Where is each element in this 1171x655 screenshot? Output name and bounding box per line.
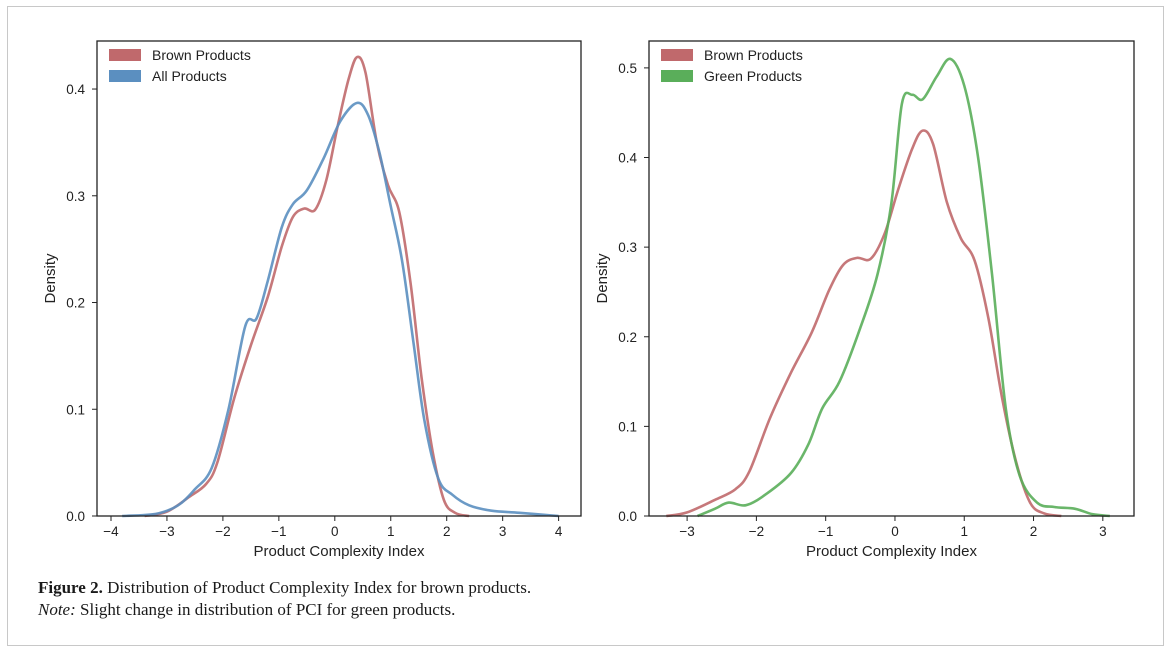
y-tick-label: 0.3 xyxy=(66,189,85,204)
y-tick-label: 0.2 xyxy=(618,330,637,345)
y-tick-label: 0.5 xyxy=(618,61,637,76)
x-tick-label: 3 xyxy=(499,524,507,539)
x-tick-label: 1 xyxy=(960,524,968,539)
legend-label: Green Products xyxy=(704,68,802,84)
x-tick-label: −2 xyxy=(749,524,764,539)
legend-label: Brown Products xyxy=(152,47,251,63)
y-tick-label: 0.0 xyxy=(66,509,85,524)
caption-line-1: Figure 2. Distribution of Product Comple… xyxy=(38,577,1138,599)
note-label: Note: xyxy=(38,600,76,619)
x-tick-label: −4 xyxy=(103,524,119,539)
x-tick-label: 0 xyxy=(891,524,899,539)
y-tick-label: 0.4 xyxy=(618,151,637,166)
x-tick-label: 0 xyxy=(331,524,339,539)
legend-swatch xyxy=(109,70,141,82)
caption-line-2: Note: Slight change in distribution of P… xyxy=(38,599,1138,621)
y-tick-label: 0.2 xyxy=(66,296,85,311)
x-tick-label: 2 xyxy=(443,524,451,539)
x-axis-label: Product Complexity Index xyxy=(806,543,977,560)
y-tick-label: 0.1 xyxy=(618,419,637,434)
x-tick-label: 1 xyxy=(387,524,395,539)
x-axis-label: Product Complexity Index xyxy=(254,543,425,560)
figure-caption: Figure 2. Distribution of Product Comple… xyxy=(38,577,1138,621)
y-tick-label: 0.0 xyxy=(618,509,637,524)
x-tick-label: −2 xyxy=(215,524,230,539)
figure-plots: −4 −3 −2 −1 0 1 2 3 4 0.0 0.1 0.2 0.3 0.4 Product Comp… xyxy=(42,40,1135,560)
series-line-1 xyxy=(122,101,559,518)
y-tick-label: 0.1 xyxy=(66,402,85,417)
x-tick-label: −3 xyxy=(679,524,694,539)
series-line-1 xyxy=(697,57,1110,518)
legend-swatch xyxy=(661,49,693,61)
x-tick-label: 3 xyxy=(1099,524,1107,539)
plot-frame xyxy=(648,40,1135,517)
series-line-0 xyxy=(666,129,1062,518)
figure-label: Figure 2. xyxy=(38,578,103,597)
legend-swatch xyxy=(661,70,693,82)
legend-label: Brown Products xyxy=(704,47,803,63)
chart-left: −4 −3 −2 −1 0 1 2 3 4 0.0 0.1 0.2 0.3 0.4 Product Comp… xyxy=(42,40,582,560)
x-tick-label: 2 xyxy=(1030,524,1038,539)
y-tick-label: 0.4 xyxy=(66,82,85,97)
legend-label: All Products xyxy=(152,68,227,84)
plot-frame xyxy=(96,40,582,517)
chart-right: −3 −2 −1 0 1 2 3 0.0 0.1 0.2 0.3 0.4 0.5 Product Comp… xyxy=(594,40,1135,560)
x-tick-label: −1 xyxy=(271,524,286,539)
note-text: Slight change in distribution of PCI for… xyxy=(80,600,456,619)
y-tick-label: 0.3 xyxy=(618,240,637,255)
x-tick-label: 4 xyxy=(555,524,563,539)
series-line-0 xyxy=(144,55,470,518)
figure-text: Distribution of Product Complexity Index… xyxy=(107,578,532,597)
x-tick-label: −3 xyxy=(159,524,174,539)
y-axis-label: Density xyxy=(42,253,59,304)
y-axis-label: Density xyxy=(594,253,611,304)
x-tick-label: −1 xyxy=(818,524,833,539)
legend-swatch xyxy=(109,49,141,61)
